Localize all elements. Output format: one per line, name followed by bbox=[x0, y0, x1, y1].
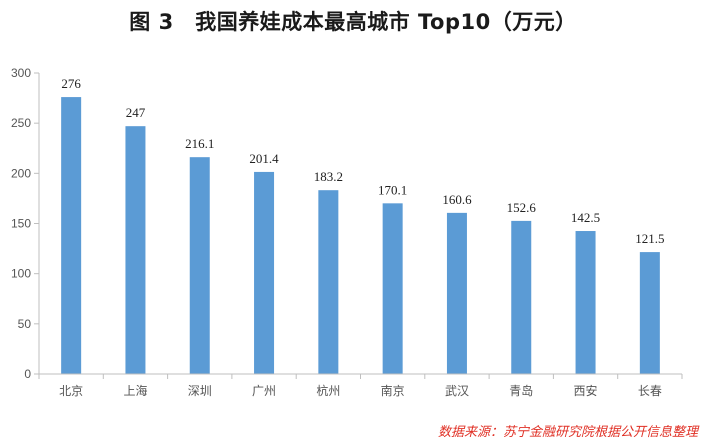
y-tick-label: 0 bbox=[24, 367, 31, 381]
bar bbox=[318, 190, 339, 374]
x-category-label: 杭州 bbox=[316, 383, 340, 398]
x-category-label: 上海 bbox=[123, 383, 147, 398]
x-category-label: 青岛 bbox=[509, 383, 533, 398]
x-category-label: 长春 bbox=[638, 384, 662, 398]
bar bbox=[61, 97, 82, 374]
x-category-label: 西安 bbox=[574, 383, 598, 398]
x-category-label: 深圳 bbox=[188, 384, 212, 398]
y-tick-label: 250 bbox=[11, 116, 31, 130]
bar bbox=[639, 252, 660, 374]
data-label: 247 bbox=[126, 105, 146, 120]
value-labels: 276 247 216.1 201.4 183.2 170.1 160.6 152.6 142.… bbox=[61, 76, 664, 246]
bar bbox=[254, 171, 275, 374]
data-label: 142.5 bbox=[571, 210, 600, 225]
y-axis: 0 50 100 150 200 250 300 bbox=[11, 66, 40, 381]
x-category-label: 武汉 bbox=[445, 384, 469, 398]
bar bbox=[382, 203, 403, 374]
x-axis: 北京 上海 深圳 广州 杭州 南京 武汉 青岛 西安 长春 bbox=[38, 373, 683, 398]
y-tick-label: 200 bbox=[11, 166, 31, 180]
bar bbox=[511, 220, 532, 374]
bar bbox=[189, 157, 210, 374]
x-category-label: 北京 bbox=[59, 384, 83, 398]
y-tick-label: 150 bbox=[11, 217, 31, 231]
data-label: 216.1 bbox=[185, 136, 214, 151]
bars bbox=[61, 97, 660, 374]
y-tick-label: 50 bbox=[18, 317, 32, 331]
data-label: 152.6 bbox=[507, 200, 537, 215]
data-label: 121.5 bbox=[635, 231, 664, 246]
data-label: 276 bbox=[61, 76, 81, 91]
data-label: 201.4 bbox=[249, 151, 279, 166]
data-source-note: 数据来源：苏宁金融研究院根据公开信息整理 bbox=[437, 425, 698, 440]
chart-title: 图 3 我国养娃成本最高城市 Top10（万元） bbox=[129, 10, 577, 34]
x-category-label: 广州 bbox=[252, 384, 276, 398]
x-category-label: 南京 bbox=[381, 383, 405, 398]
bar bbox=[575, 231, 596, 374]
bar bbox=[125, 126, 146, 374]
bar bbox=[446, 212, 467, 374]
y-tick-label: 300 bbox=[11, 66, 31, 80]
data-label: 160.6 bbox=[442, 192, 472, 207]
data-label: 170.1 bbox=[378, 182, 407, 197]
y-tick-label: 100 bbox=[11, 267, 31, 281]
data-label: 183.2 bbox=[314, 169, 343, 184]
